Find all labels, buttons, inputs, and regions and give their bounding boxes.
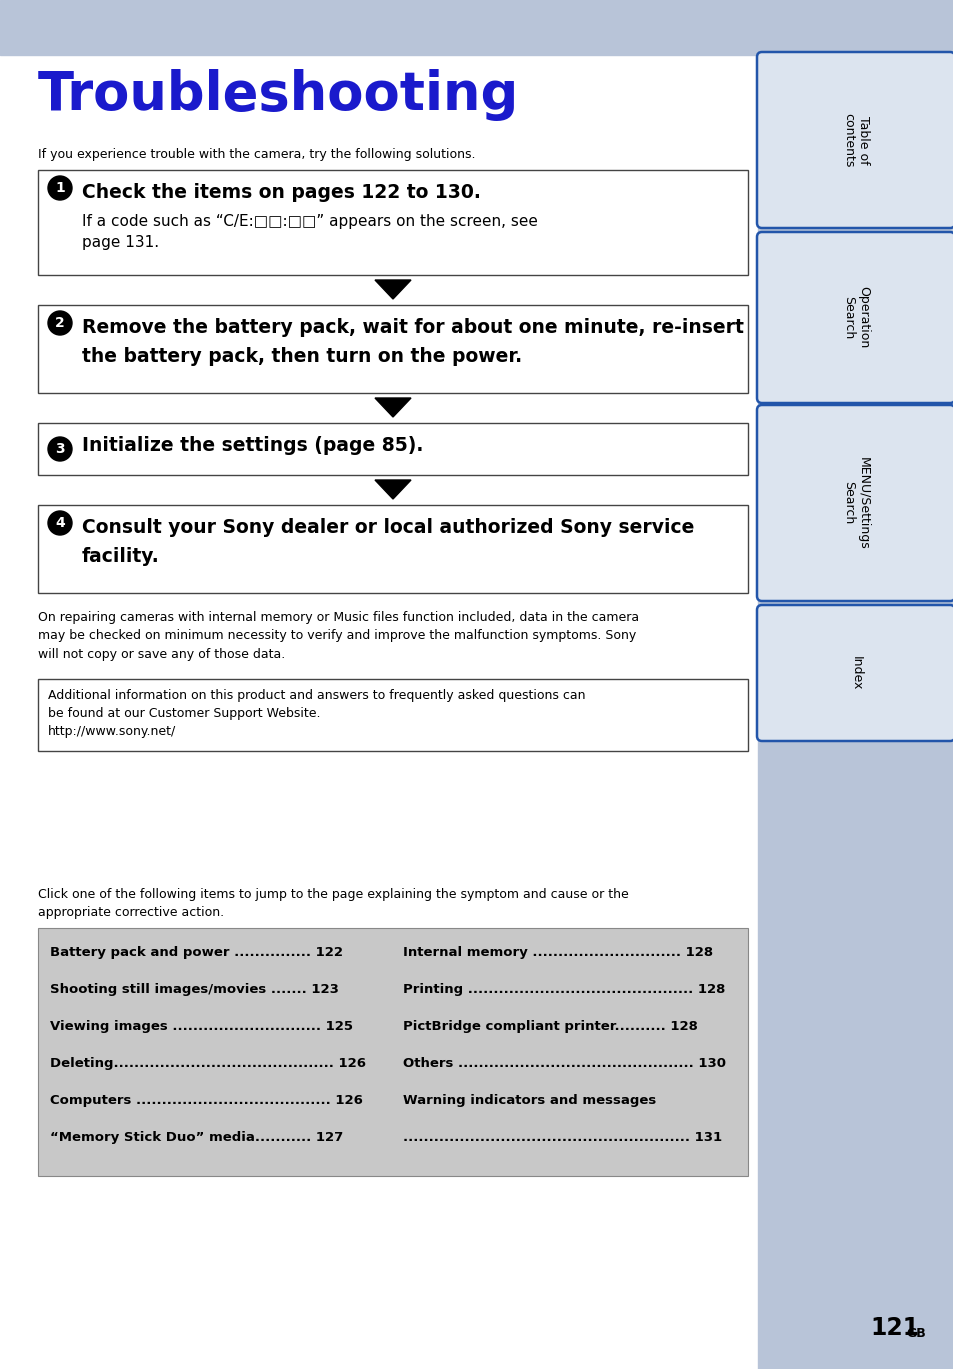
Text: If you experience trouble with the camera, try the following solutions.: If you experience trouble with the camer… [38,148,475,162]
Text: Battery pack and power ............... 122: Battery pack and power ............... 1… [50,946,343,960]
Text: Viewing images ............................. 125: Viewing images .........................… [50,1020,353,1034]
Text: MENU/Settings
Search: MENU/Settings Search [841,457,869,549]
Text: ........................................................ 131: ........................................… [402,1131,721,1144]
Text: Printing ............................................ 128: Printing ...............................… [402,983,724,997]
Circle shape [48,437,71,461]
Text: 4: 4 [55,516,65,530]
Text: Consult your Sony dealer or local authorized Sony service: Consult your Sony dealer or local author… [82,517,694,537]
Text: 121: 121 [869,1316,918,1340]
Text: Others .............................................. 130: Others .................................… [402,1057,725,1071]
Polygon shape [375,281,411,298]
Bar [38,423,747,475]
Text: Troubleshooting: Troubleshooting [38,68,518,120]
Text: If a code such as “C/E:□□:□□” appears on the screen, see
page 131.: If a code such as “C/E:□□:□□” appears on… [82,214,537,251]
Bar [38,505,747,593]
Text: On repairing cameras with internal memory or Music files function included, data: On repairing cameras with internal memor… [38,611,639,661]
Text: Initialize the settings (page 85).: Initialize the settings (page 85). [82,435,423,455]
Text: Warning indicators and messages: Warning indicators and messages [402,1094,656,1108]
Text: Deleting........................................... 126: Deleting................................… [50,1057,366,1071]
Bar [0,0,953,55]
Text: Click one of the following items to jump to the page explaining the symptom and : Click one of the following items to jump… [38,888,628,919]
Polygon shape [375,481,411,498]
Text: Shooting still images/movies ....... 123: Shooting still images/movies ....... 123 [50,983,338,997]
Bar [38,928,747,1176]
Circle shape [48,311,71,335]
Polygon shape [375,398,411,418]
Bar [38,170,747,275]
Text: Computers ...................................... 126: Computers ..............................… [50,1094,362,1108]
FancyBboxPatch shape [757,231,953,402]
Text: Table of
contents: Table of contents [841,112,869,167]
Text: 3: 3 [55,442,65,456]
FancyBboxPatch shape [757,405,953,601]
Text: GB: GB [905,1327,924,1340]
FancyBboxPatch shape [757,605,953,741]
Bar [38,679,747,752]
Text: 1: 1 [55,181,65,194]
Text: “Memory Stick Duo” media........... 127: “Memory Stick Duo” media........... 127 [50,1131,343,1144]
Text: Operation
Search: Operation Search [841,286,869,349]
Bar [38,305,747,393]
Circle shape [48,177,71,200]
FancyBboxPatch shape [757,52,953,229]
Text: Internal memory ............................. 128: Internal memory ........................… [402,946,713,960]
Text: 2: 2 [55,316,65,330]
Text: PictBridge compliant printer.......... 128: PictBridge compliant printer.......... 1… [402,1020,698,1034]
Text: Additional information on this product and answers to frequently asked questions: Additional information on this product a… [48,689,585,738]
Text: Remove the battery pack, wait for about one minute, re-insert: Remove the battery pack, wait for about … [82,318,743,337]
Text: the battery pack, then turn on the power.: the battery pack, then turn on the power… [82,346,521,366]
Text: facility.: facility. [82,548,159,565]
Text: Check the items on pages 122 to 130.: Check the items on pages 122 to 130. [82,183,480,203]
Text: Index: Index [848,656,862,690]
Circle shape [48,511,71,535]
Bar [758,0,953,1369]
